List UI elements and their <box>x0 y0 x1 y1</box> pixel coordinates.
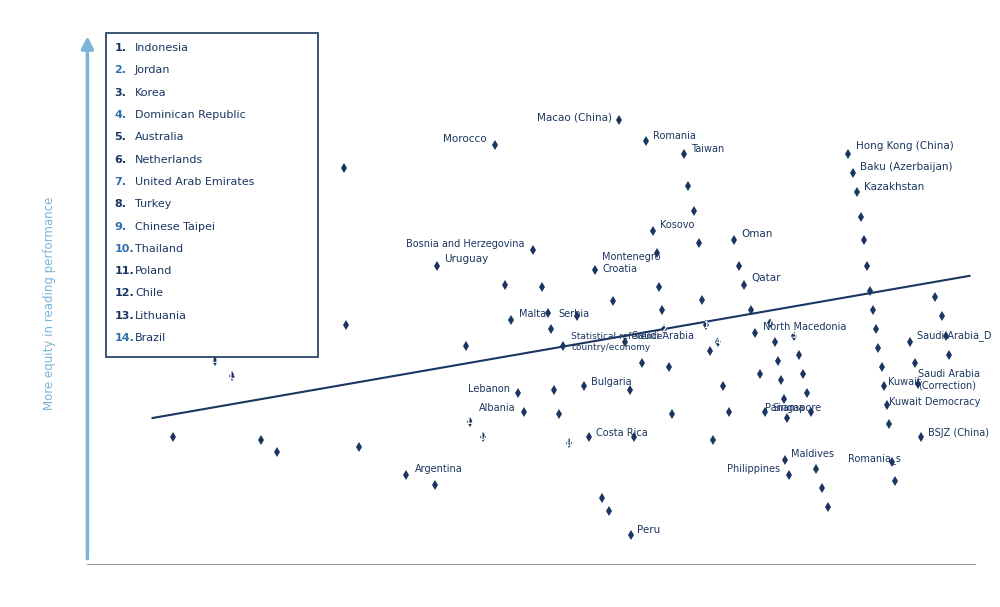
Text: Chile: Chile <box>135 288 163 299</box>
Text: BSJZ (China): BSJZ (China) <box>928 428 989 438</box>
Text: Australia: Australia <box>135 132 184 142</box>
Text: 10.: 10. <box>114 244 134 254</box>
Text: 4: 4 <box>716 337 721 347</box>
Text: Netherlands: Netherlands <box>135 155 203 164</box>
Text: 6.: 6. <box>114 155 126 164</box>
Text: Lithuania: Lithuania <box>135 311 187 320</box>
Text: Macao (China): Macao (China) <box>537 112 612 122</box>
Text: Chinese Taipei: Chinese Taipei <box>135 222 215 231</box>
Text: 5.: 5. <box>114 132 126 142</box>
Text: Singapore: Singapore <box>772 403 821 413</box>
Text: More equity in reading performance: More equity in reading performance <box>43 197 56 410</box>
Text: 1: 1 <box>703 321 708 330</box>
Text: Kuwait: Kuwait <box>888 378 921 387</box>
Text: Romania: Romania <box>653 131 696 141</box>
Text: 10: 10 <box>564 439 575 448</box>
Text: Baku (Azerbaijan): Baku (Azerbaijan) <box>860 161 952 172</box>
Text: Lebanon: Lebanon <box>468 384 510 394</box>
Text: Serbia: Serbia <box>558 309 589 319</box>
Text: Bulgaria: Bulgaria <box>591 378 632 387</box>
Text: 7: 7 <box>767 318 773 327</box>
FancyBboxPatch shape <box>106 33 318 357</box>
Text: Uruguay: Uruguay <box>444 254 488 265</box>
Text: Kosovo: Kosovo <box>660 220 695 230</box>
Text: Bosnia and Herzegovina: Bosnia and Herzegovina <box>406 239 525 249</box>
Text: Maldives: Maldives <box>791 449 834 458</box>
Text: Kuwait Democracy: Kuwait Democracy <box>889 396 980 407</box>
Text: Morocco: Morocco <box>443 134 487 144</box>
Text: Indonesia: Indonesia <box>135 43 189 53</box>
Text: Oman: Oman <box>741 229 772 239</box>
Text: 8.: 8. <box>114 199 126 209</box>
Text: 13: 13 <box>227 371 237 381</box>
Text: 4.: 4. <box>114 110 126 120</box>
Text: Costa Rica: Costa Rica <box>596 428 648 438</box>
Text: Statistical reference
country/economy: Statistical reference country/economy <box>571 332 663 351</box>
Text: 2: 2 <box>662 325 667 334</box>
Text: 11.: 11. <box>114 266 134 276</box>
Text: United Arab Emirates: United Arab Emirates <box>135 177 254 187</box>
Text: 7.: 7. <box>114 177 126 187</box>
Text: Saudi Arabia_D: Saudi Arabia_D <box>917 330 991 341</box>
Text: Taiwan: Taiwan <box>691 144 725 154</box>
Text: North Macedonia: North Macedonia <box>763 322 846 331</box>
Text: Poland: Poland <box>135 266 172 276</box>
Text: Turkey: Turkey <box>135 199 171 209</box>
Text: Romania_s: Romania_s <box>848 453 901 464</box>
Text: 14: 14 <box>478 433 489 441</box>
Text: Brazil: Brazil <box>135 333 166 343</box>
Text: Montenegro
Croatia: Montenegro Croatia <box>602 253 661 274</box>
Text: Korea: Korea <box>135 87 167 98</box>
Text: Hong Kong (China): Hong Kong (China) <box>856 141 953 151</box>
Text: 3.: 3. <box>114 87 126 98</box>
Text: Malta: Malta <box>519 309 546 319</box>
Text: Dominican Republic: Dominican Republic <box>135 110 246 120</box>
Text: 2.: 2. <box>114 66 126 75</box>
Text: Kazakhstan: Kazakhstan <box>864 182 924 192</box>
Text: 1.: 1. <box>114 43 126 53</box>
Text: Thailand: Thailand <box>135 244 183 254</box>
Text: Panama: Panama <box>765 403 804 413</box>
Text: 5: 5 <box>791 331 796 340</box>
Text: 14.: 14. <box>114 333 134 343</box>
Text: 11: 11 <box>209 356 220 365</box>
Text: 13.: 13. <box>114 311 134 320</box>
Text: 9.: 9. <box>114 222 126 231</box>
Text: Saudi Arabia: Saudi Arabia <box>632 330 694 341</box>
Text: Jordan: Jordan <box>135 66 170 75</box>
Text: 12.: 12. <box>114 288 134 299</box>
Text: 12: 12 <box>465 417 475 426</box>
Text: Qatar: Qatar <box>751 273 781 283</box>
Text: Argentina: Argentina <box>415 464 463 474</box>
Text: Albania: Albania <box>479 403 516 413</box>
Text: Philippines: Philippines <box>727 464 780 474</box>
Text: Peru: Peru <box>637 524 660 535</box>
Text: Saudi Arabia
(Correction): Saudi Arabia (Correction) <box>918 369 980 391</box>
